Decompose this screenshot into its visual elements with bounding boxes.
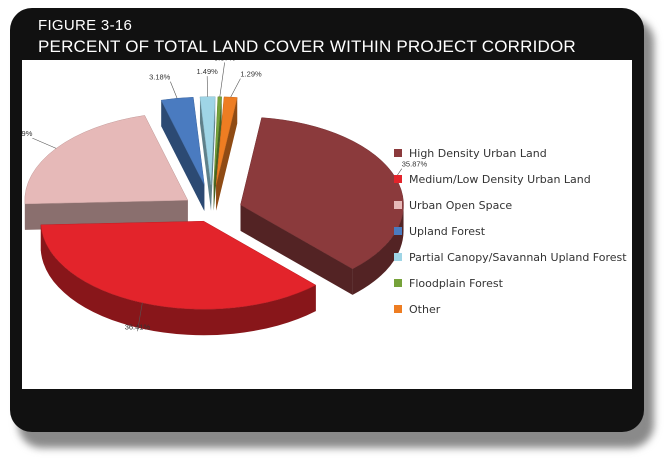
legend-item: Urban Open Space	[394, 192, 627, 218]
legend-item: High Density Urban Land	[394, 140, 627, 166]
data-label: 3.18%	[149, 73, 171, 82]
legend-label: High Density Urban Land	[409, 146, 547, 160]
leader-line	[230, 78, 241, 98]
pie-slice-4	[160, 97, 205, 186]
legend-label: Partial Canopy/Savannah Upland Forest	[409, 250, 627, 264]
leader-line	[170, 81, 178, 99]
legend-swatch	[394, 201, 402, 209]
leader-line	[137, 302, 143, 332]
chart-panel: 35.87% 36.41% 21.39% 3.18% 1.49% 0.37% 1.29% H…	[22, 60, 632, 389]
legend-swatch	[394, 175, 402, 183]
legend-label: Other	[409, 302, 441, 316]
chart-legend: High Density Urban Land Medium/Low Densi…	[394, 140, 627, 322]
figure-number: FIGURE 3-16	[38, 17, 133, 34]
legend-label: Urban Open Space	[409, 198, 513, 212]
pie-slice-wall	[40, 224, 316, 336]
legend-label: Upland Forest	[409, 224, 486, 238]
data-label: 21.39%	[22, 129, 33, 138]
leader-line	[32, 137, 57, 149]
leader-line	[219, 62, 225, 97]
pie-slice-3	[24, 115, 189, 205]
legend-swatch	[394, 305, 402, 313]
pie-slice-cut-face	[161, 100, 205, 212]
pie-slice-2	[40, 220, 317, 310]
legend-item: Medium/Low Density Urban Land	[394, 166, 627, 192]
pie-slice-cut-face	[213, 96, 222, 211]
legend-item: Partial Canopy/Savannah Upland Forest	[394, 244, 627, 270]
legend-swatch	[394, 253, 402, 261]
pie-data-labels: 35.87% 36.41% 21.39% 3.18% 1.49% 0.37% 1.29%	[22, 60, 428, 332]
legend-label: Medium/Low Density Urban Land	[409, 172, 591, 186]
legend-swatch	[394, 149, 402, 157]
figure-title: PERCENT OF TOTAL LAND COVER WITHIN PROJE…	[38, 37, 576, 56]
data-label: 35.87%	[402, 160, 428, 169]
legend-item: Upland Forest	[394, 218, 627, 244]
data-label: 1.29%	[240, 70, 262, 79]
pie-slice-cut-face	[199, 96, 212, 211]
pie-chart: 35.87% 36.41% 21.39% 3.18% 1.49% 0.37% 1.29%	[22, 60, 428, 336]
legend-item: Other	[394, 296, 627, 322]
pie-slice-cut-face	[211, 96, 216, 211]
legend-label: Floodplain Forest	[409, 276, 503, 290]
legend-swatch	[394, 279, 402, 287]
data-label: 0.37%	[214, 60, 236, 62]
pie-slice-cut-face	[216, 97, 238, 211]
legend-item: Floodplain Forest	[394, 270, 627, 296]
data-label: 1.49%	[197, 67, 219, 76]
pie-slice-7	[215, 96, 238, 185]
legend-swatch	[394, 227, 402, 235]
data-label: 36.41%	[125, 322, 151, 331]
pie-slice-tops	[24, 96, 404, 310]
pie-slice-1	[240, 117, 404, 270]
pie-slice-cut-face	[240, 204, 353, 295]
pie-slice-wall	[352, 204, 404, 295]
